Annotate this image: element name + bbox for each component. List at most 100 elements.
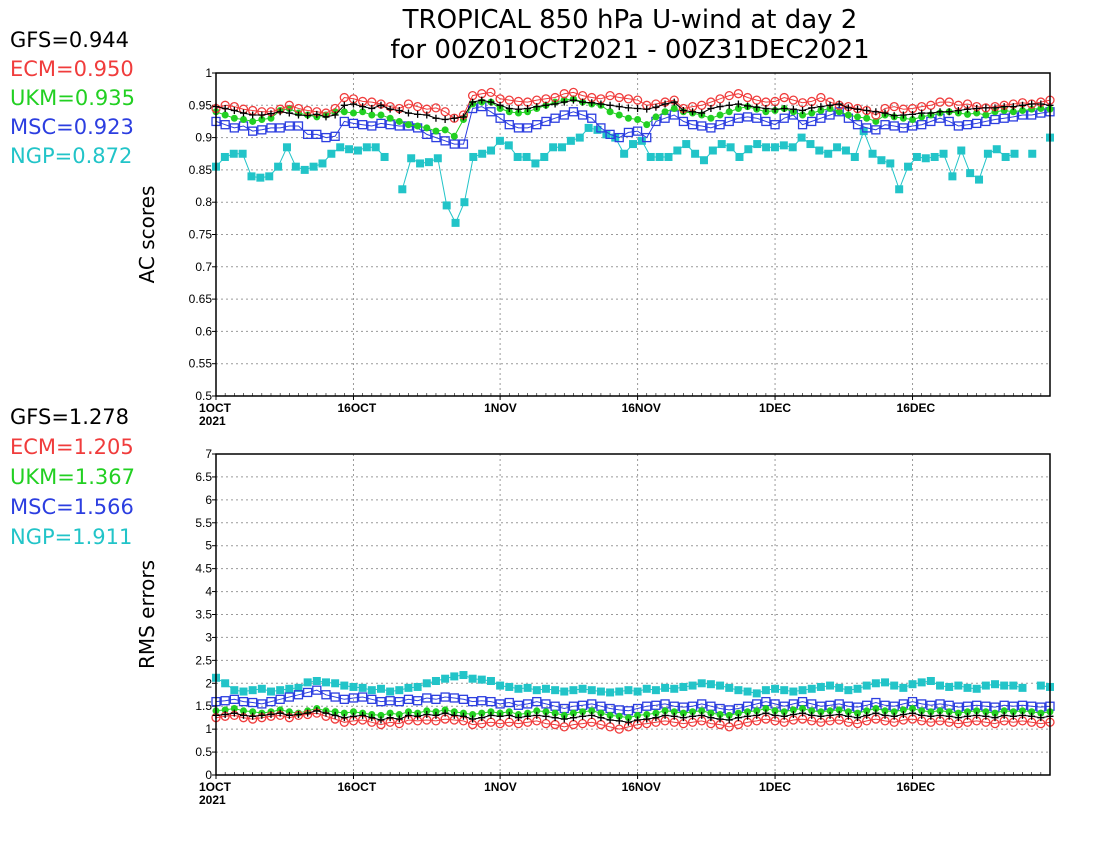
data-point-ngp	[620, 149, 629, 158]
data-point-gfs	[725, 716, 733, 724]
data-point-ngp	[868, 149, 877, 158]
data-point-ngp	[815, 146, 824, 155]
data-point-gfs	[239, 711, 247, 719]
data-point-ngp	[371, 143, 380, 152]
data-point-ngp	[407, 154, 416, 163]
data-point-ukm	[542, 708, 550, 716]
data-point-ngp	[256, 173, 265, 182]
data-point-gfs	[579, 98, 587, 106]
data-point-gfs	[542, 101, 550, 109]
data-point-ukm	[881, 707, 889, 715]
data-point-ngp	[895, 185, 904, 194]
data-point-msc	[513, 700, 524, 710]
data-point-gfs	[872, 709, 880, 717]
data-point-ukm	[835, 706, 843, 714]
data-point-gfs	[899, 111, 907, 119]
data-point-ukm	[1028, 708, 1036, 716]
data-point-ecm	[742, 92, 753, 103]
data-point-ukm	[368, 111, 376, 119]
data-point-gfs	[725, 101, 733, 109]
data-point-ecm	[697, 100, 707, 110]
data-point-gfs	[267, 110, 275, 118]
data-point-msc	[770, 120, 780, 130]
data-point-gfs	[368, 105, 376, 113]
data-point-msc	[541, 116, 551, 127]
data-point-gfs	[304, 112, 312, 120]
data-point-ngp	[771, 684, 780, 693]
data-point-ecm	[733, 89, 744, 99]
data-point-msc	[477, 696, 487, 706]
data-point-ecm	[889, 101, 899, 112]
data-point-ukm	[872, 705, 880, 713]
data-point-gfs	[469, 715, 477, 723]
data-point-ukm	[982, 708, 990, 716]
data-point-msc	[357, 692, 368, 702]
data-point-ngp	[504, 141, 513, 150]
data-point-ngp	[890, 681, 899, 690]
y-tick-label: 1.5	[195, 699, 212, 713]
data-point-gfs	[597, 714, 605, 722]
data-point-ukm	[817, 708, 825, 716]
data-point-msc	[917, 120, 927, 130]
data-point-ukm	[514, 109, 522, 117]
rms-errors-legend: GFS=1.278 ECM=1.205 UKM=1.367 MSC=1.566 …	[10, 405, 135, 549]
data-point-gfs	[927, 109, 935, 117]
data-point-ukm	[441, 126, 449, 134]
data-point-ukm	[239, 707, 247, 715]
data-point-ngp	[904, 162, 913, 171]
x-tick-label: 16OCT	[337, 780, 376, 794]
data-point-ngp	[716, 681, 725, 690]
data-point-ngp	[522, 152, 531, 161]
data-point-msc	[559, 110, 569, 120]
x-tick-label: 1OCT	[199, 780, 232, 794]
data-point-ukm	[991, 709, 999, 717]
data-point-ngp	[327, 149, 336, 158]
data-point-ngp	[679, 682, 688, 691]
data-point-ukm	[964, 110, 972, 118]
data-point-msc	[678, 116, 689, 127]
data-point-msc	[990, 114, 1000, 125]
data-point-gfs	[670, 98, 678, 106]
data-point-ecm	[770, 96, 780, 107]
data-point-ngp	[247, 172, 256, 181]
data-point-ukm	[615, 111, 623, 119]
data-point-ngp	[404, 683, 413, 692]
data-point-ukm	[340, 108, 348, 116]
data-point-msc	[367, 694, 377, 704]
data-point-gfs	[753, 711, 761, 719]
data-point-msc	[284, 121, 294, 131]
data-point-msc	[495, 699, 505, 709]
data-point-ngp	[859, 127, 868, 136]
ac-scores-panel: 0.5 0.55 0.6 0.65 0.7 0.75 0.8 0.85 0.9 0.95 1 1OCT…	[135, 66, 1055, 428]
data-point-gfs	[698, 711, 706, 719]
series-ukm	[212, 95, 1054, 140]
data-point-ngp	[816, 682, 825, 691]
data-point-ngp	[478, 149, 487, 158]
data-point-gfs	[294, 710, 302, 718]
data-point-ukm	[863, 114, 871, 122]
data-point-ukm	[826, 707, 834, 715]
data-point-ukm	[634, 711, 642, 719]
data-point-ukm	[835, 108, 843, 116]
data-point-ngp	[850, 152, 859, 161]
data-point-msc	[394, 696, 404, 707]
data-point-ngp	[318, 159, 327, 168]
data-point-ecm	[568, 87, 579, 98]
data-point-msc	[302, 129, 313, 140]
data-point-gfs	[762, 709, 770, 717]
data-point-ukm	[661, 108, 669, 116]
data-point-msc	[779, 113, 789, 123]
data-point-msc	[229, 694, 239, 704]
data-point-ngp	[629, 140, 637, 149]
data-point-msc	[449, 693, 459, 703]
data-point-msc	[458, 139, 469, 149]
y-tick-label: 5	[205, 539, 212, 553]
data-point-ngp	[532, 686, 541, 695]
data-point-ngp	[300, 165, 309, 174]
data-point-gfs	[817, 712, 825, 720]
data-point-ngp	[469, 152, 478, 161]
data-point-ngp	[798, 686, 807, 695]
data-point-gfs	[579, 712, 587, 720]
data-point-ukm	[670, 105, 678, 113]
data-point-gfs	[331, 111, 339, 119]
